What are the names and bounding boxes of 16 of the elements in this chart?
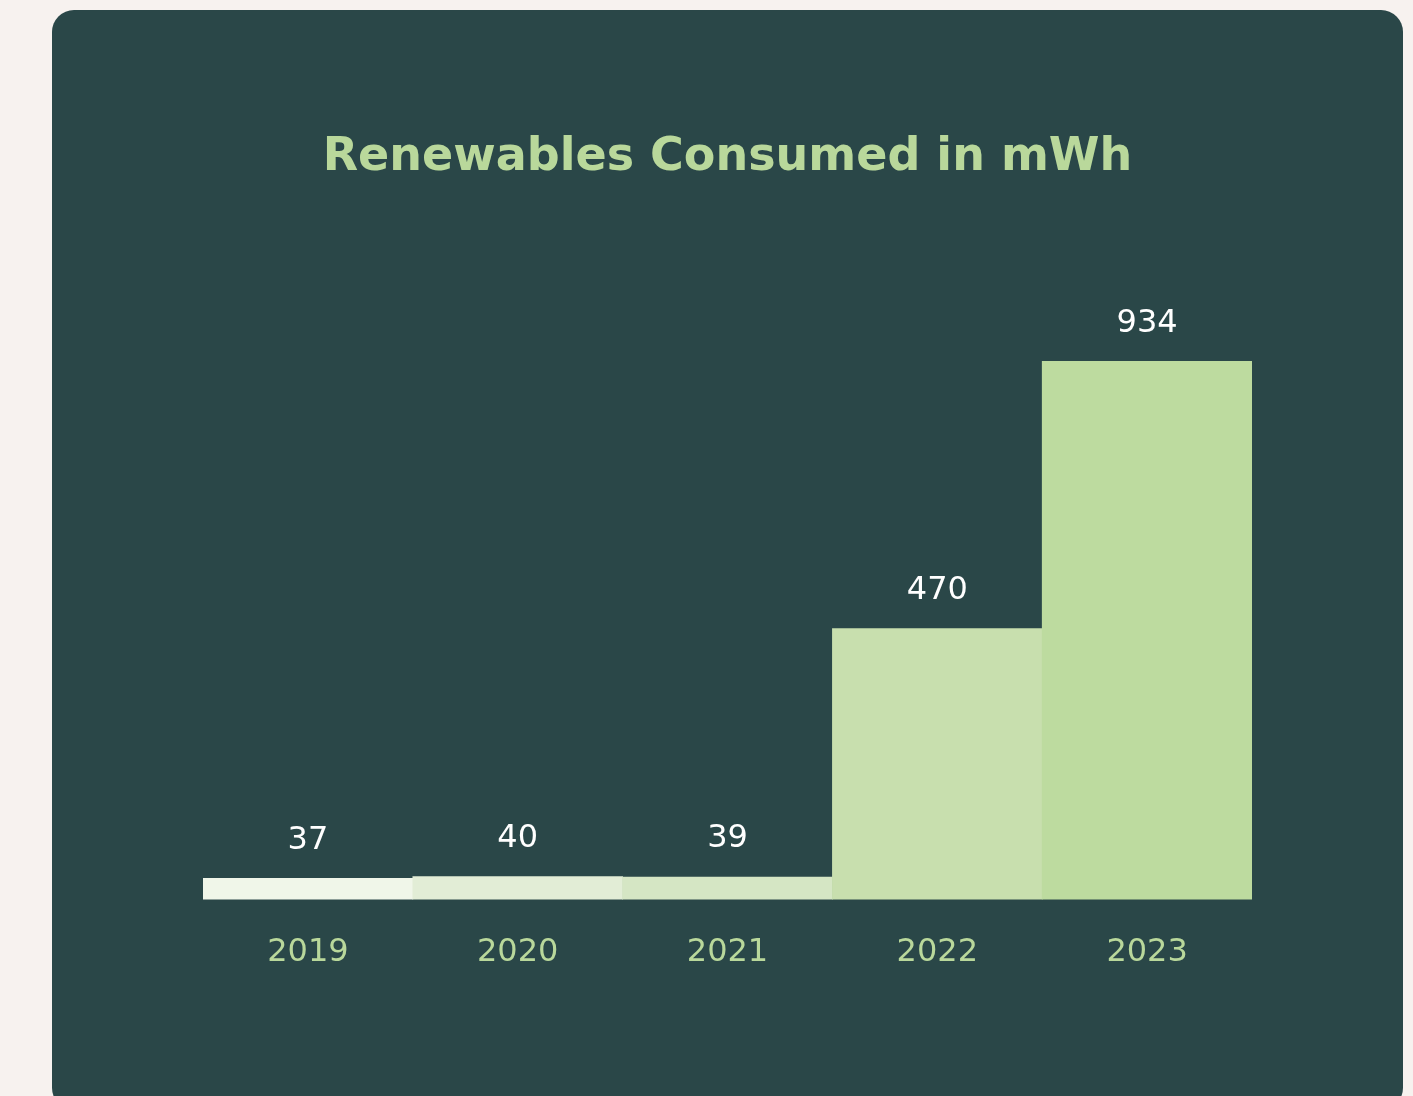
data-label: 40	[497, 816, 539, 855]
x-tick-label: 2019	[267, 931, 349, 970]
x-tick-label: 2020	[476, 931, 559, 970]
bar	[1041, 360, 1252, 900]
chart-title: Renewables Consumed in mWh	[322, 126, 1133, 181]
bar	[412, 876, 623, 900]
data-label: 37	[287, 818, 329, 857]
bar	[203, 877, 414, 900]
bar	[832, 628, 1043, 900]
x-tick-label: 2021	[686, 931, 769, 970]
x-tick-label: 2023	[1106, 931, 1188, 970]
x-tick-label: 2022	[896, 931, 979, 970]
data-label: 39	[707, 817, 748, 856]
data-label: 470	[906, 569, 968, 607]
bar	[622, 876, 833, 900]
data-label: 934	[1116, 301, 1178, 340]
